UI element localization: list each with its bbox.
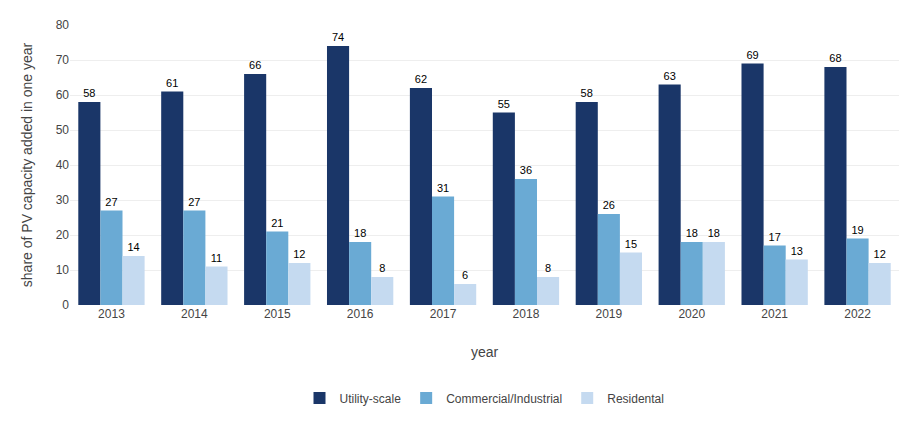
svg-text:20: 20 bbox=[56, 228, 70, 242]
svg-text:2022: 2022 bbox=[844, 307, 871, 321]
svg-text:27: 27 bbox=[188, 196, 200, 208]
svg-text:30: 30 bbox=[56, 193, 70, 207]
svg-text:12: 12 bbox=[874, 248, 886, 260]
svg-text:18: 18 bbox=[354, 227, 366, 239]
svg-text:8: 8 bbox=[379, 262, 385, 274]
svg-text:2015: 2015 bbox=[264, 307, 291, 321]
svg-text:2017: 2017 bbox=[430, 307, 457, 321]
svg-text:21: 21 bbox=[271, 217, 283, 229]
svg-text:18: 18 bbox=[686, 227, 698, 239]
svg-text:12: 12 bbox=[293, 248, 305, 260]
svg-text:15: 15 bbox=[625, 238, 637, 250]
svg-text:62: 62 bbox=[415, 73, 427, 85]
svg-text:31: 31 bbox=[437, 182, 449, 194]
svg-text:19: 19 bbox=[851, 224, 863, 236]
svg-text:2013: 2013 bbox=[98, 307, 125, 321]
svg-text:2016: 2016 bbox=[347, 307, 374, 321]
svg-text:2019: 2019 bbox=[595, 307, 622, 321]
svg-text:50: 50 bbox=[56, 123, 70, 137]
svg-text:11: 11 bbox=[211, 252, 222, 264]
svg-text:63: 63 bbox=[664, 70, 676, 82]
svg-text:2018: 2018 bbox=[513, 307, 540, 321]
svg-text:80: 80 bbox=[56, 18, 70, 32]
svg-text:Residental: Residental bbox=[607, 392, 664, 406]
svg-text:27: 27 bbox=[105, 196, 117, 208]
svg-text:6: 6 bbox=[462, 269, 468, 281]
svg-text:17: 17 bbox=[769, 231, 781, 243]
svg-text:10: 10 bbox=[56, 263, 70, 277]
svg-text:13: 13 bbox=[791, 245, 803, 257]
svg-text:share of PV capacity added in: share of PV capacity added in one year bbox=[19, 42, 35, 287]
svg-text:2020: 2020 bbox=[678, 307, 705, 321]
svg-text:55: 55 bbox=[498, 98, 510, 110]
svg-text:36: 36 bbox=[520, 164, 532, 176]
svg-text:2014: 2014 bbox=[181, 307, 208, 321]
svg-text:26: 26 bbox=[603, 199, 615, 211]
svg-text:69: 69 bbox=[746, 49, 758, 61]
svg-text:14: 14 bbox=[127, 241, 139, 253]
svg-text:61: 61 bbox=[166, 77, 178, 89]
svg-text:18: 18 bbox=[708, 227, 720, 239]
svg-text:8: 8 bbox=[545, 262, 551, 274]
svg-text:40: 40 bbox=[56, 158, 70, 172]
svg-text:74: 74 bbox=[332, 31, 344, 43]
svg-text:58: 58 bbox=[83, 87, 95, 99]
svg-text:year: year bbox=[471, 344, 499, 360]
svg-text:Utility-scale: Utility-scale bbox=[340, 392, 402, 406]
svg-text:68: 68 bbox=[829, 52, 841, 64]
svg-text:2021: 2021 bbox=[761, 307, 788, 321]
svg-text:60: 60 bbox=[56, 88, 70, 102]
svg-text:66: 66 bbox=[249, 59, 261, 71]
svg-text:Commercial/Industrial: Commercial/Industrial bbox=[446, 392, 562, 406]
svg-text:58: 58 bbox=[581, 87, 593, 99]
svg-text:0: 0 bbox=[62, 298, 69, 312]
svg-text:70: 70 bbox=[56, 53, 70, 67]
